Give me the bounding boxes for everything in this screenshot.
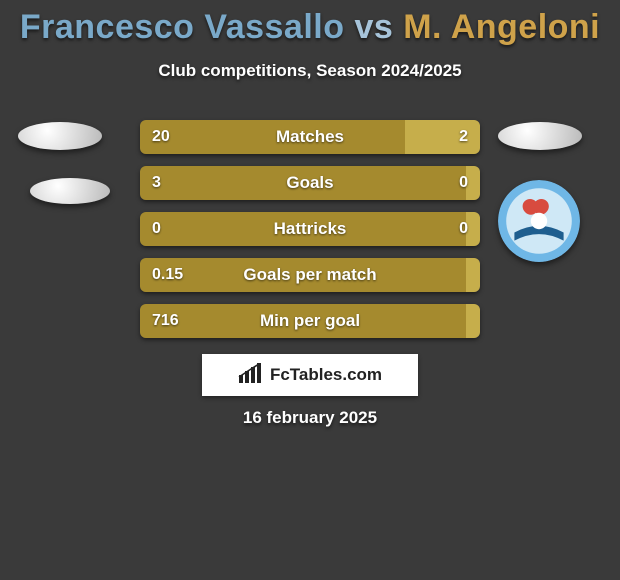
title-player1: Francesco Vassallo (20, 8, 345, 46)
watermark-text: FcTables.com (270, 365, 382, 385)
stat-value-left: 3 (152, 166, 161, 200)
stat-row: Goals30 (140, 166, 480, 200)
stat-value-right: 0 (459, 166, 468, 200)
stat-value-right: 0 (459, 212, 468, 246)
player1-photo-placeholder (18, 122, 102, 150)
player2-photo-placeholder (498, 122, 582, 150)
bars-icon (238, 363, 264, 388)
stat-bar-right (405, 120, 480, 154)
stats-rows: Matches202Goals30Hattricks00Goals per ma… (140, 120, 480, 350)
stat-bar-right (466, 258, 480, 292)
title-player2: M. Angeloni (403, 8, 600, 46)
stat-bar-right (466, 212, 480, 246)
stat-value-left: 0.15 (152, 258, 183, 292)
date-line: 16 february 2025 (0, 408, 620, 428)
club-crest-icon (498, 180, 580, 262)
stat-value-left: 0 (152, 212, 161, 246)
watermark: FcTables.com (202, 354, 418, 396)
stat-row: Hattricks00 (140, 212, 480, 246)
stat-row: Min per goal716 (140, 304, 480, 338)
stat-bar-left (140, 258, 466, 292)
title-vs: vs (354, 8, 393, 46)
stat-row: Matches202 (140, 120, 480, 154)
stat-bar-left (140, 212, 466, 246)
stat-bar-right (466, 304, 480, 338)
stat-bar-right (466, 166, 480, 200)
stat-bar-left (140, 304, 466, 338)
stat-value-right: 2 (459, 120, 468, 154)
player2-club-crest (498, 180, 580, 262)
stat-row: Goals per match0.15 (140, 258, 480, 292)
stat-value-left: 716 (152, 304, 179, 338)
stat-bar-left (140, 166, 466, 200)
stat-bar-left (140, 120, 405, 154)
player1-club-placeholder (30, 178, 110, 204)
stat-value-left: 20 (152, 120, 170, 154)
comparison-title: Francesco Vassallo vs M. Angeloni (0, 0, 620, 47)
subtitle: Club competitions, Season 2024/2025 (0, 61, 620, 81)
